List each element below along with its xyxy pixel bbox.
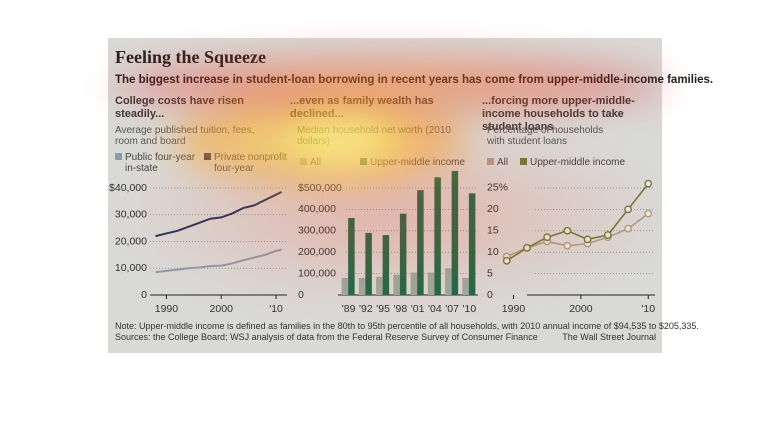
y-tick-label: 15 bbox=[487, 225, 499, 237]
y-tick-label: 10,000 bbox=[115, 262, 147, 274]
bar bbox=[417, 190, 424, 295]
panel-header: College costs have risen steadily... bbox=[115, 95, 244, 120]
x-tick-label: '10 bbox=[463, 303, 477, 315]
bar bbox=[410, 272, 418, 295]
bar bbox=[468, 193, 476, 295]
bar bbox=[445, 268, 452, 295]
y-tick-label: 5 bbox=[487, 267, 493, 279]
y-tick-label: 20 bbox=[487, 203, 499, 215]
title: Feeling the Squeeze bbox=[115, 47, 266, 67]
panel-subtitle: Average published tuition, fees, room an… bbox=[115, 125, 255, 147]
y-tick-label: 20,000 bbox=[115, 235, 147, 247]
y-tick-label: 100,000 bbox=[298, 267, 336, 279]
point-marker bbox=[624, 205, 632, 214]
bar bbox=[341, 277, 349, 295]
point-marker bbox=[543, 233, 552, 242]
bar bbox=[427, 272, 435, 295]
y-tick-label: 0 bbox=[487, 289, 493, 301]
x-tick-label: '10 bbox=[641, 303, 655, 315]
legend-swatch bbox=[487, 158, 494, 165]
y-tick-label: 25% bbox=[487, 182, 508, 194]
x-tick-label: '01 bbox=[411, 303, 425, 315]
legend-label: All bbox=[310, 157, 322, 168]
y-tick-label: 30,000 bbox=[115, 209, 147, 221]
note: Note: Upper-middle income is defined as … bbox=[115, 321, 699, 331]
legend-label: Upper-middle income bbox=[370, 157, 466, 168]
x-tick-label: '10 bbox=[269, 303, 283, 315]
legend-swatch bbox=[360, 158, 367, 165]
point-marker bbox=[603, 231, 612, 239]
y-tick-label: 10 bbox=[487, 246, 499, 258]
x-tick-label: '98 bbox=[394, 303, 408, 315]
x-tick-label: 2000 bbox=[569, 303, 593, 315]
y-tick-label: $40,000 bbox=[109, 182, 147, 194]
bar bbox=[462, 277, 469, 295]
y-tick-label: 400,000 bbox=[298, 203, 336, 215]
point-marker bbox=[583, 235, 592, 244]
x-tick-label: 1990 bbox=[502, 303, 526, 315]
bar bbox=[382, 235, 390, 295]
bar bbox=[393, 274, 400, 295]
x-tick-label: '92 bbox=[359, 303, 373, 315]
point-marker bbox=[644, 179, 653, 188]
x-tick-label: '95 bbox=[376, 303, 390, 315]
bar bbox=[358, 277, 366, 295]
legend-swatch bbox=[204, 153, 211, 160]
bar bbox=[365, 232, 372, 295]
x-tick-label: 2000 bbox=[210, 303, 234, 315]
point-marker bbox=[563, 241, 572, 250]
x-tick-label: 1990 bbox=[155, 303, 179, 315]
x-tick-label: '89 bbox=[342, 303, 356, 315]
point-marker bbox=[624, 224, 632, 233]
y-tick-label: 0 bbox=[141, 289, 147, 301]
series-line bbox=[155, 248, 282, 274]
bar bbox=[434, 177, 441, 295]
credit: The Wall Street Journal bbox=[562, 332, 656, 342]
x-tick-label: '07 bbox=[445, 303, 459, 315]
panel-header: ...even as family wealth has declined... bbox=[290, 95, 434, 120]
bar bbox=[399, 213, 407, 295]
y-tick-label: 0 bbox=[298, 289, 304, 301]
legend-label: Private nonprofit four-year bbox=[214, 152, 287, 174]
legend-swatch bbox=[300, 158, 307, 165]
y-tick-label: 300,000 bbox=[298, 225, 336, 237]
source: Sources: the College Board; WSJ analysis… bbox=[115, 332, 538, 342]
point-marker bbox=[644, 209, 653, 218]
panel-subtitle: Percentage of households with student lo… bbox=[487, 125, 604, 147]
point-marker bbox=[502, 256, 511, 265]
bar bbox=[348, 217, 355, 295]
point-marker bbox=[523, 244, 531, 252]
legend-swatch bbox=[520, 158, 527, 165]
legend-label: All bbox=[497, 157, 509, 168]
legend-label: Upper-middle income bbox=[530, 157, 626, 168]
bar bbox=[376, 276, 383, 295]
panel-subtitle: Median household net worth (2010 dollars… bbox=[297, 125, 451, 147]
point-marker bbox=[563, 226, 572, 235]
x-tick-label: '04 bbox=[428, 303, 442, 315]
series-line bbox=[155, 191, 282, 238]
bar bbox=[451, 170, 459, 295]
legend-swatch bbox=[115, 153, 122, 160]
legend-label: Public four-year in-state bbox=[125, 152, 196, 174]
y-tick-label: $500,000 bbox=[298, 182, 342, 194]
subtitle: The biggest increase in student-loan bor… bbox=[115, 74, 714, 86]
y-tick-label: 200,000 bbox=[298, 246, 336, 258]
